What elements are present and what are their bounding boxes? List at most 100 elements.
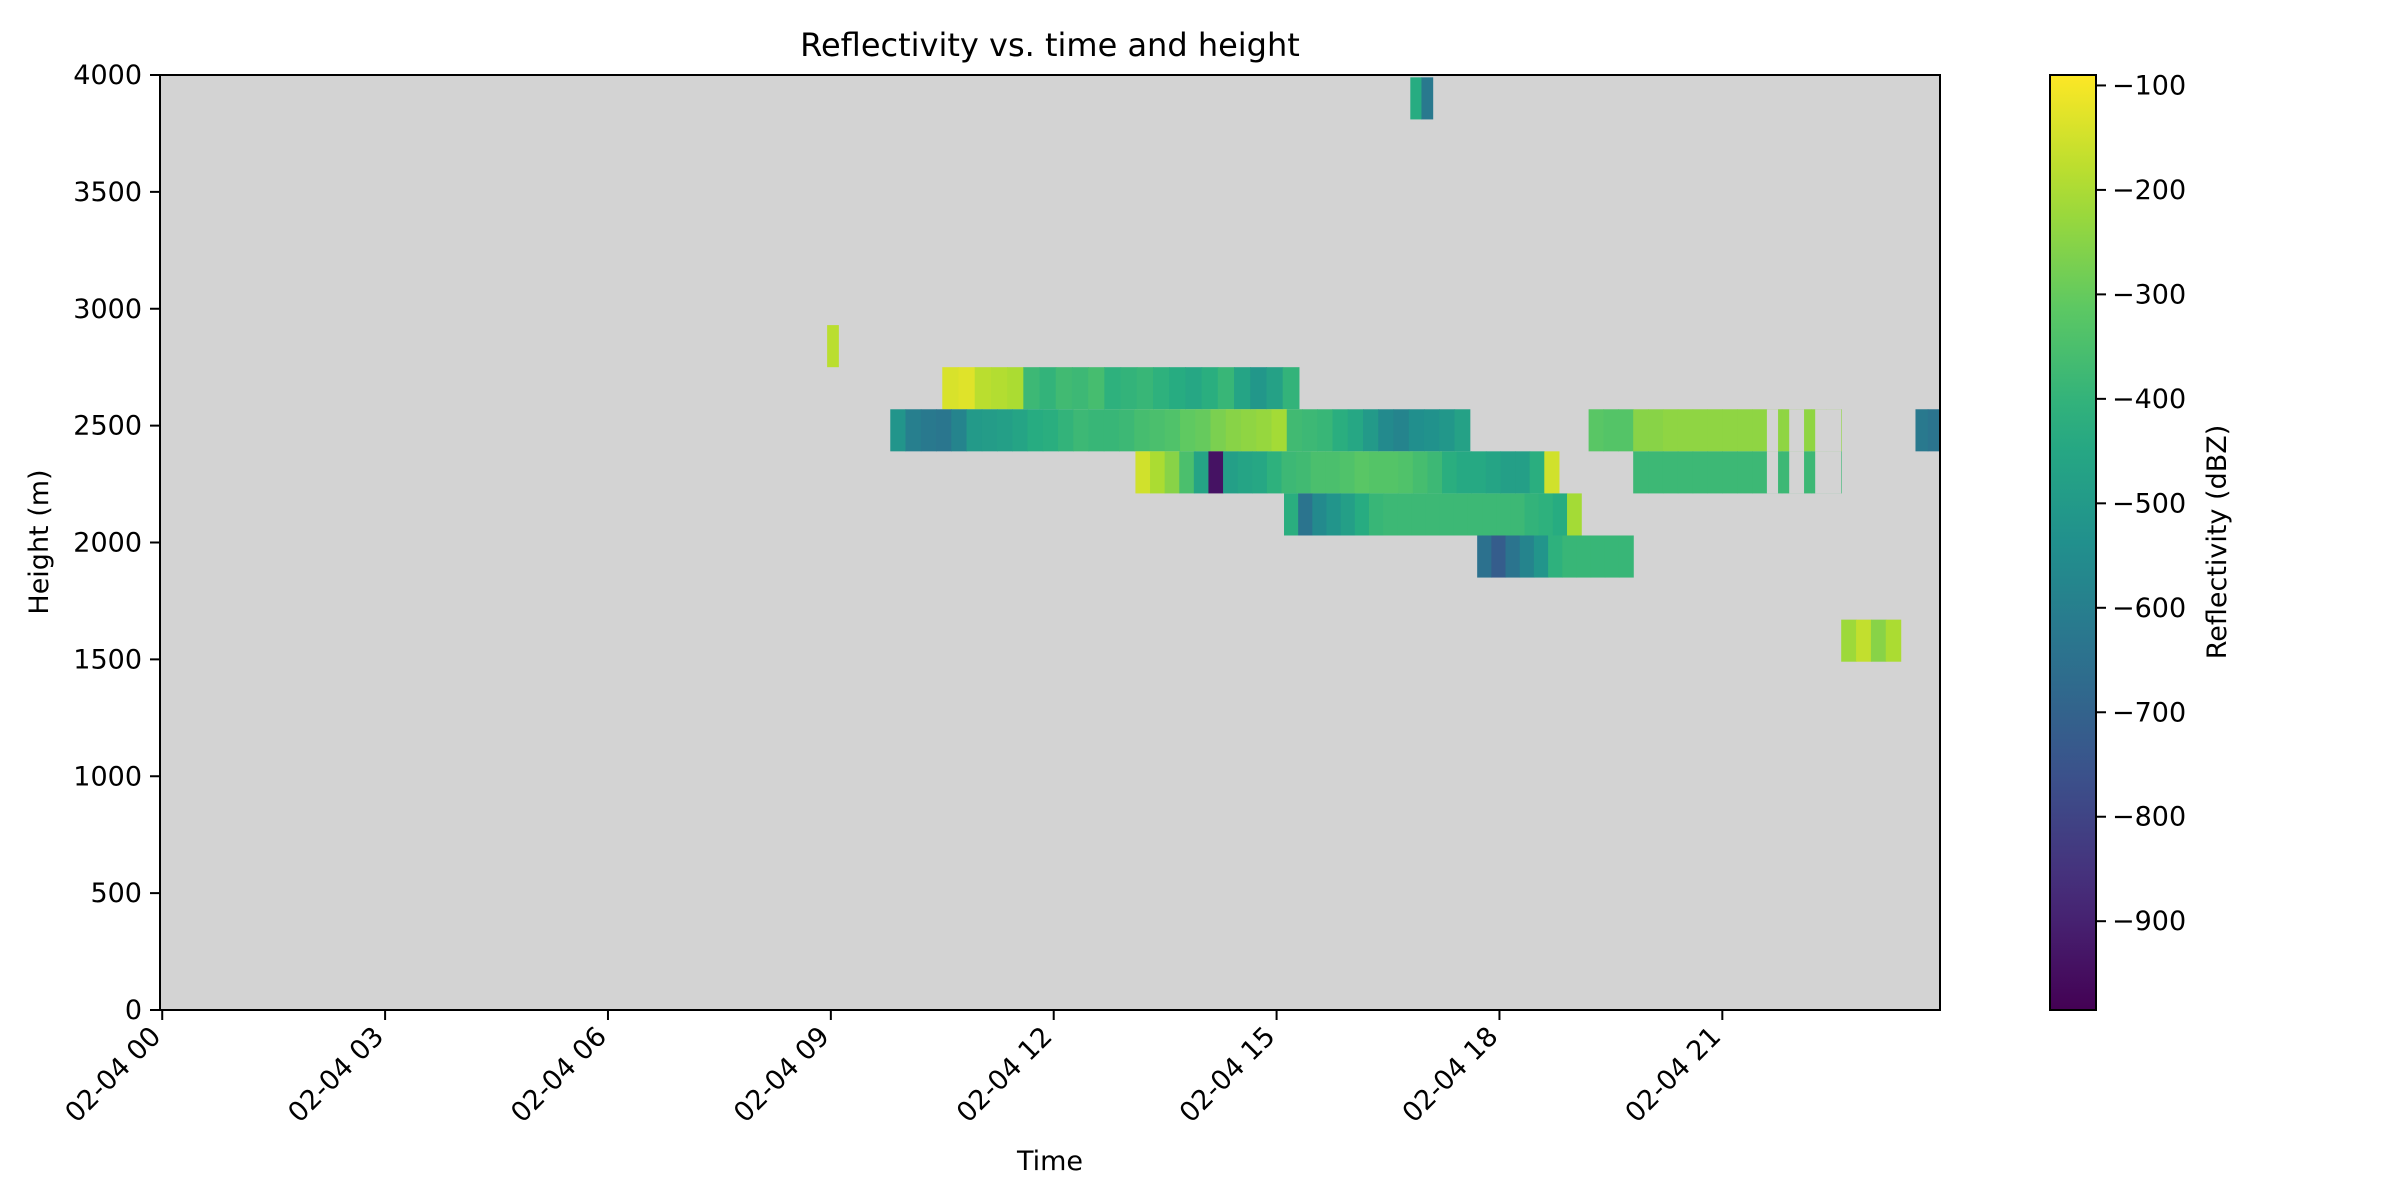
heatmap-cell: [974, 367, 992, 410]
colorbar-tick-label: −800: [2112, 802, 2186, 833]
y-tick-label: 2000: [73, 528, 142, 559]
heatmap-cell: [1150, 451, 1166, 494]
heatmap-cell: [1135, 451, 1151, 494]
heatmap-cell: [997, 409, 1013, 452]
heatmap-cell: [1282, 367, 1300, 410]
heatmap-cell: [1250, 367, 1268, 410]
heatmap-cell: [1548, 535, 1563, 578]
heatmap-cell: [1707, 451, 1723, 494]
heatmap-cell: [1340, 493, 1356, 536]
heatmap-cell: [1237, 451, 1253, 494]
heatmap-cell: [1169, 367, 1187, 410]
heatmap-cell: [1193, 451, 1210, 494]
chart-title: Reflectivity vs. time and height: [800, 26, 1300, 64]
heatmap-cell: [1408, 409, 1425, 452]
heatmap-cell: [1453, 493, 1469, 536]
y-axis: 0 500 1000 1500 2000 2500 3000 3500 4000: [73, 60, 160, 1026]
heatmap-cell: [1737, 451, 1753, 494]
heatmap-cell: [1326, 493, 1342, 536]
heatmap-cell: [1500, 451, 1516, 494]
heatmap-cell: [1071, 367, 1089, 410]
heatmap-cell: [1491, 535, 1507, 578]
x-tick-label: 02-04 09: [728, 1021, 836, 1129]
heatmap-cell: [1662, 451, 1679, 494]
heatmap-cell: [905, 409, 922, 452]
heatmap-cells: [827, 77, 1941, 662]
heatmap-gap: [1766, 451, 1779, 494]
colorbar-tick-label: −600: [2112, 593, 2186, 624]
plot-background: [160, 75, 1940, 1010]
heatmap-cell: [1411, 493, 1427, 536]
heatmap-cell: [1737, 409, 1753, 452]
heatmap-cell: [1088, 409, 1105, 452]
heatmap-cell: [1284, 493, 1299, 536]
heatmap-cell: [1383, 451, 1399, 494]
heatmap-cell: [1023, 367, 1041, 410]
heatmap-cell: [1648, 451, 1664, 494]
heatmap-cell: [1485, 451, 1502, 494]
heatmap-cell: [1533, 535, 1549, 578]
heatmap-cell: [936, 409, 952, 452]
heatmap-cell: [1354, 493, 1370, 536]
heatmap-cell: [942, 367, 960, 410]
heatmap-cell: [1496, 493, 1512, 536]
heatmap-cell: [1354, 451, 1370, 494]
heatmap-gap: [1815, 451, 1842, 494]
heatmap-cell: [1007, 367, 1024, 410]
heatmap-cell: [1310, 451, 1326, 494]
heatmap-cell: [1841, 619, 1857, 662]
heatmap-cell: [1393, 409, 1410, 452]
heatmap-cell: [1633, 451, 1649, 494]
heatmap-cell: [1519, 535, 1535, 578]
heatmap-cell: [1332, 409, 1349, 452]
heatmap-cell: [1103, 409, 1120, 452]
heatmap-cell: [1271, 409, 1288, 452]
heatmap-cell: [1515, 451, 1531, 494]
heatmap-cell: [1562, 535, 1578, 578]
colorbar-tick-label: −200: [2112, 175, 2186, 206]
heatmap-cell: [1286, 409, 1303, 452]
heatmap-cell: [1410, 77, 1423, 120]
heatmap-gaps: [1766, 409, 1842, 494]
heatmap-cell: [1266, 367, 1284, 410]
heatmap-cell: [1590, 535, 1606, 578]
heatmap-cell: [1027, 409, 1044, 452]
heatmap-cell: [1454, 409, 1471, 452]
heatmap-cell: [1164, 409, 1181, 452]
x-tick-label: 02-04 18: [1397, 1021, 1505, 1129]
heatmap-cell: [951, 409, 968, 452]
x-axis: 02-04 00 02-04 03 02-04 06 02-04 09 02-04 12…: [59, 1010, 1727, 1129]
heatmap-cell: [1088, 367, 1105, 410]
heatmap-cell: [1618, 409, 1634, 452]
heatmap-cell: [1362, 409, 1379, 452]
heatmap-cell: [1722, 451, 1738, 494]
heatmap-cell: [1477, 535, 1492, 578]
heatmap-cell: [1707, 409, 1723, 452]
heatmap-cell: [1398, 451, 1414, 494]
heatmap-cell: [1368, 493, 1384, 536]
heatmap-cell: [1042, 409, 1059, 452]
heatmap-cell: [1217, 367, 1235, 410]
heatmap-cell: [1185, 367, 1203, 410]
heatmap-cell: [1467, 493, 1483, 536]
heatmap-cell: [890, 409, 907, 452]
colorbar-tick-label: −100: [2112, 70, 2186, 101]
heatmap-cell: [1296, 451, 1312, 494]
heatmap-cell: [1012, 409, 1029, 452]
heatmap-cell: [1317, 409, 1334, 452]
heatmap-cell: [1510, 493, 1526, 536]
heatmap-cell: [1856, 619, 1872, 662]
heatmap-cell: [1618, 535, 1634, 578]
heatmap-cell: [1120, 367, 1138, 410]
heatmap-gap: [1789, 451, 1805, 494]
heatmap-cell: [1298, 493, 1313, 536]
heatmap-cell: [1529, 451, 1545, 494]
y-axis-label: Height (m): [24, 469, 55, 614]
heatmap-cell: [1588, 409, 1605, 452]
heatmap-cell: [1915, 409, 1929, 452]
heatmap-cell: [1677, 451, 1694, 494]
heatmap-cell: [1870, 619, 1887, 662]
colorbar-ticks: −900 −800 −700 −600 −500 −400 −300 −200 −100: [2096, 70, 2186, 937]
heatmap-cell: [1439, 409, 1456, 452]
